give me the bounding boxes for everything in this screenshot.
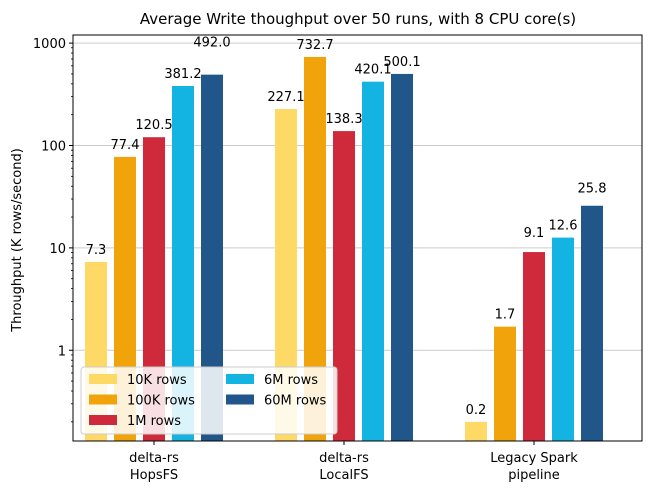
legend-swatch [89, 415, 117, 425]
bar [362, 81, 384, 441]
grid-layer [73, 42, 642, 351]
data-label: 227.1 [267, 90, 304, 105]
x-tick-label: pipeline [508, 468, 560, 483]
legend-swatch [89, 374, 117, 384]
y-tick-label: 100 [41, 139, 66, 154]
y-axis-label: Throughput (K rows/second) [10, 148, 25, 333]
chart-title: Average Write thoughput over 50 runs, wi… [140, 10, 576, 28]
data-label: 0.2 [466, 403, 487, 418]
data-label: 77.4 [111, 138, 140, 153]
bar [552, 237, 574, 441]
bar [494, 326, 516, 441]
y-tick-label: 1 [58, 344, 66, 359]
bar [275, 109, 297, 441]
data-label: 9.1 [524, 226, 545, 241]
data-label: 12.6 [549, 219, 578, 234]
plot-frame [72, 34, 643, 442]
data-label: 120.5 [135, 118, 172, 133]
bar [143, 137, 165, 441]
legend: 10K rows 100K rows 1M rows 6M rows 60M rows [80, 366, 338, 435]
bar [391, 73, 413, 441]
bar [465, 421, 487, 441]
data-label: 7.3 [86, 243, 107, 258]
y-tick-label: 1000 [33, 37, 66, 52]
bar [172, 85, 194, 441]
data-label: 25.8 [578, 182, 607, 197]
x-tick-label: delta-rs [319, 451, 369, 466]
x-tick-label: delta-rs [129, 451, 179, 466]
x-tick-label: HopsFS [130, 468, 178, 483]
legend-swatch [89, 394, 117, 405]
x-tick-label: LocalFS [319, 468, 368, 483]
legend-label: 1M rows [127, 414, 181, 429]
x-tick-label: Legacy Spark [490, 451, 578, 466]
data-label: 138.3 [325, 112, 362, 127]
legend-swatch [226, 374, 254, 384]
data-label: 1.7 [495, 308, 516, 323]
data-label: 492.0 [193, 36, 230, 51]
legend-box [80, 366, 338, 435]
data-label: 381.2 [164, 67, 201, 82]
legend-label: 100K rows [127, 394, 195, 409]
bar [581, 205, 603, 441]
bar [333, 131, 355, 441]
data-label: 732.7 [296, 38, 333, 53]
legend-swatch [226, 394, 254, 405]
bar [201, 74, 223, 442]
bar [304, 56, 326, 442]
legend-label: 6M rows [264, 373, 318, 388]
legend-label: 60M rows [264, 394, 327, 409]
legend-label: 10K rows [127, 373, 187, 388]
y-tick-label: 10 [49, 242, 66, 257]
data-label: 500.1 [383, 55, 420, 70]
bar [523, 252, 545, 441]
data-labels-layer: 7.3 77.4 120.5 381.2 492.0 227.1 732.7 138.3 420… [86, 36, 607, 418]
ticks-layer: 1 10 100 1000 delta-rs HopsFS delta-rs LocalFS L… [33, 37, 578, 483]
data-label: 420.1 [354, 63, 391, 78]
